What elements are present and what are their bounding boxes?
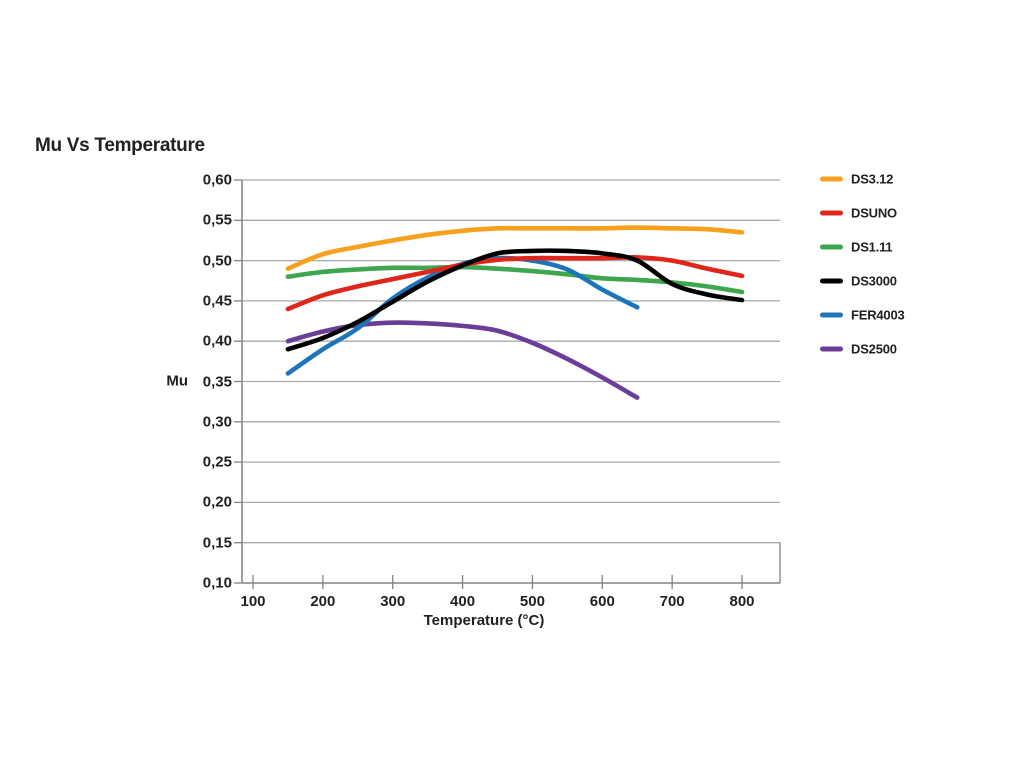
legend-label: DS1.11 <box>851 239 893 255</box>
x-axis-title: Temperature (°C) <box>423 612 545 629</box>
legend-label: DSUNO <box>851 205 897 221</box>
x-tick-label: 100 <box>240 593 266 610</box>
legend-label: DS2500 <box>851 341 897 357</box>
y-tick-label: 0,10 <box>202 574 232 592</box>
y-tick-label: 0,25 <box>202 453 232 471</box>
x-tick-label: 600 <box>589 593 615 610</box>
legend-item-dsuno: DSUNO <box>820 206 897 221</box>
x-tick-label: 400 <box>450 593 476 610</box>
x-tick-label: 800 <box>729 593 755 610</box>
legend-swatch-icon <box>820 210 843 216</box>
y-tick-label: 0,15 <box>202 534 232 552</box>
legend-item-fer4003: FER4003 <box>820 308 905 323</box>
legend-swatch-icon <box>820 244 843 250</box>
legend-item-ds1.11: DS1.11 <box>820 239 893 255</box>
legend-item-ds2500: DS2500 <box>820 342 897 357</box>
y-tick-label: 0,35 <box>202 373 232 390</box>
legend-swatch-icon <box>820 346 843 352</box>
series-line-dsuno <box>285 254 745 312</box>
legend-label: FER4003 <box>851 307 905 323</box>
legend-swatch-icon <box>820 176 843 182</box>
y-tick-label: 0,50 <box>202 252 232 270</box>
series-line-ds2500 <box>285 320 640 400</box>
x-tick-label: 300 <box>380 593 406 610</box>
legend-swatch-icon <box>820 278 843 284</box>
y-tick-label: 0,55 <box>202 211 232 229</box>
x-tick-label: 500 <box>519 593 545 610</box>
legend-item-ds3.12: DS3.12 <box>820 172 893 187</box>
y-tick-label: 0,30 <box>202 413 232 431</box>
series-line-ds3000 <box>285 248 745 352</box>
legend-swatch-icon <box>820 312 843 318</box>
chart-title: Mu Vs Temperature <box>35 135 205 156</box>
legend-item-ds3000: DS3000 <box>820 274 897 289</box>
y-axis-title: Mu <box>166 372 188 390</box>
y-tick-label: 0,20 <box>202 493 232 511</box>
y-tick-label: 0,40 <box>202 332 232 350</box>
legend-label: DS3.12 <box>851 171 894 187</box>
series-line-ds3.12 <box>285 225 745 271</box>
legend-label: DS3000 <box>851 273 897 289</box>
x-tick-label: 700 <box>659 593 685 610</box>
y-tick-label: 0,45 <box>202 292 232 310</box>
x-tick-label: 200 <box>310 593 336 610</box>
y-tick-label: 0,60 <box>202 171 232 189</box>
